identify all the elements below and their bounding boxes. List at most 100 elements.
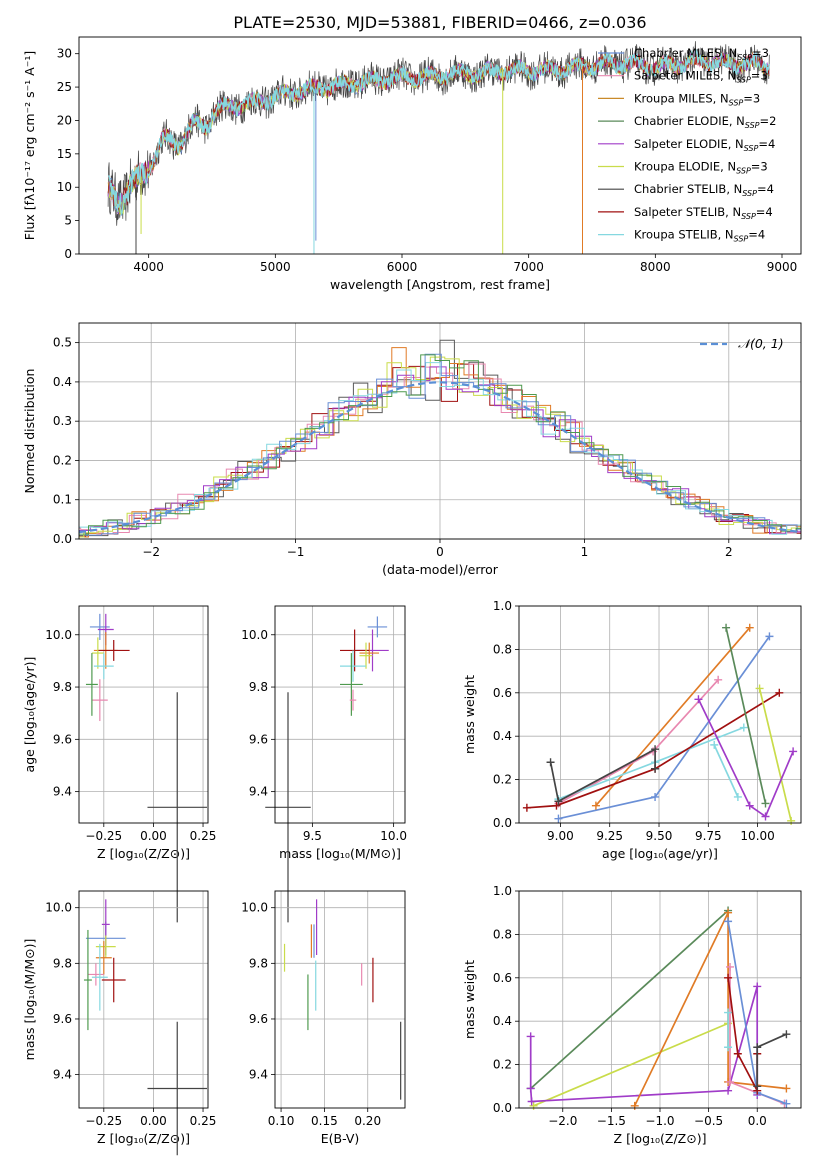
x-tick-label: 5000 bbox=[260, 260, 291, 274]
series-marker bbox=[722, 623, 731, 632]
y-tick-label: 0.4 bbox=[53, 375, 72, 389]
series-marker bbox=[733, 1049, 742, 1058]
series-marker bbox=[724, 908, 733, 917]
series-line bbox=[756, 1033, 787, 1087]
data-point bbox=[95, 935, 116, 958]
series-marker bbox=[651, 745, 660, 754]
y-tick-label: 0.2 bbox=[493, 1058, 512, 1072]
series-marker bbox=[733, 792, 742, 801]
y-tick-label: 0.6 bbox=[493, 686, 512, 700]
x-tick-label: 0.25 bbox=[190, 1114, 217, 1128]
series-marker bbox=[724, 917, 733, 926]
x-tick-label: 0.25 bbox=[190, 829, 217, 843]
x-tick-label: 10.00 bbox=[740, 829, 774, 843]
x-tick-label: 0.15 bbox=[311, 1114, 338, 1128]
legend-label: Salpeter ELODIE, NSSP=4 bbox=[634, 137, 775, 153]
y-tick-label: 9.6 bbox=[249, 1012, 268, 1026]
series-marker bbox=[694, 695, 703, 704]
x-tick-label: 0.0 bbox=[748, 1114, 767, 1128]
series-marker bbox=[745, 801, 754, 810]
y-axis-label: age [log₁₀(age/yr)] bbox=[22, 657, 37, 773]
series-group bbox=[522, 623, 798, 825]
x-tick-label: 0 bbox=[436, 545, 444, 559]
data-point bbox=[147, 1021, 208, 1156]
series-marker bbox=[789, 747, 798, 756]
y-tick-label: 0.1 bbox=[53, 493, 72, 507]
series-marker bbox=[546, 758, 555, 767]
mass-weight-vs-age-panel: 9.00 9.25 9.50 9.75 10.00 0.0 0.2 0.4 0.6 0.8 1.0 a… bbox=[462, 599, 802, 861]
series-marker bbox=[726, 1077, 735, 1086]
normal-curve bbox=[79, 381, 801, 534]
grid bbox=[79, 606, 208, 823]
ticks: 9.5 10.0 9.4 9.6 9.8 10.0 bbox=[241, 628, 407, 843]
y-tick-label: 9.4 bbox=[249, 1068, 268, 1082]
x-tick-label: 6000 bbox=[387, 260, 418, 274]
series-marker bbox=[591, 801, 600, 810]
data-point bbox=[85, 653, 98, 716]
ticks: −0.25 0.00 0.25 9.4 9.6 9.8 10.0 bbox=[45, 901, 216, 1128]
legend-label: Kroupa MILES, NSSP=3 bbox=[634, 91, 760, 107]
error-bars bbox=[283, 899, 402, 1100]
ticks: 0.10 0.15 0.20 9.4 9.6 9.8 10.0 bbox=[241, 901, 381, 1128]
series-line bbox=[526, 692, 780, 809]
plot-frame bbox=[518, 890, 802, 1109]
x-tick-label: −1 bbox=[287, 545, 305, 559]
x-tick-label: 9.5 bbox=[303, 829, 322, 843]
series-line bbox=[697, 698, 794, 818]
error-bars bbox=[83, 899, 208, 1156]
series-marker bbox=[782, 1099, 791, 1108]
x-tick-label: 0.00 bbox=[140, 829, 167, 843]
x-tick-label: 4000 bbox=[133, 260, 164, 274]
legend-label: Chabrier ELODIE, NSSP=2 bbox=[634, 114, 776, 130]
y-tick-label: 9.8 bbox=[249, 680, 268, 694]
legend-label: Salpeter STELIB, NSSP=4 bbox=[634, 205, 773, 221]
ticks: 4000 5000 6000 7000 8000 9000 0 5 10 15 20 25 30 bbox=[57, 47, 798, 274]
x-axis-label: mass [log₁₀(M/M⊙)] bbox=[279, 846, 401, 861]
series-marker bbox=[526, 1032, 535, 1041]
series-marker bbox=[775, 688, 784, 697]
plot-frame bbox=[78, 36, 802, 255]
x-tick-label: −0.25 bbox=[85, 829, 122, 843]
x-tick-label: 9.50 bbox=[646, 829, 673, 843]
x-tick-label: 0.20 bbox=[354, 1114, 381, 1128]
x-axis-label: Z [log₁₀(Z/Z⊙)] bbox=[97, 1131, 190, 1146]
x-tick-label: 2 bbox=[725, 545, 733, 559]
spectrum-panel: 4000 5000 6000 7000 8000 9000 0 5 10 15 20 25 30 wave… bbox=[22, 36, 802, 292]
y-tick-label: 0.2 bbox=[493, 773, 512, 787]
y-tick-label: 1.0 bbox=[493, 884, 512, 898]
ticks: −2 −1 0 1 2 0.0 0.1 0.2 0.3 0.4 0.5 bbox=[53, 336, 733, 559]
series-marker bbox=[782, 1084, 791, 1093]
series-marker bbox=[782, 1030, 791, 1039]
spectrum-lines bbox=[107, 41, 770, 254]
y-tick-label: 0.6 bbox=[493, 971, 512, 985]
data-point bbox=[359, 642, 373, 669]
y-tick-label: 10.0 bbox=[241, 901, 268, 915]
x-tick-label: 10.0 bbox=[380, 829, 407, 843]
histogram-steps bbox=[79, 339, 801, 538]
histogram-step bbox=[79, 353, 801, 536]
series-line bbox=[529, 986, 759, 1103]
series-marker bbox=[745, 623, 754, 632]
series-marker bbox=[710, 740, 719, 749]
series-line bbox=[595, 627, 751, 807]
series-marker bbox=[739, 723, 748, 732]
mass-vs-metallicity-panel: −0.25 0.00 0.25 9.4 9.6 9.8 10.0 Z [log₁₀(Z/Z⊙)… bbox=[22, 890, 216, 1156]
legend-label: Chabrier STELIB, NSSP=4 bbox=[634, 182, 774, 198]
grid bbox=[275, 891, 405, 1108]
age-vs-mass-panel: 9.5 10.0 9.4 9.6 9.8 10.0 mass [log₁₀(M/M⊙)] bbox=[241, 605, 407, 923]
y-tick-label: 9.6 bbox=[53, 1012, 72, 1026]
x-tick-label: 0.00 bbox=[140, 1114, 167, 1128]
x-tick-label: −2.0 bbox=[548, 1114, 577, 1128]
x-axis-label: Z [log₁₀(Z/Z⊙)] bbox=[97, 846, 190, 861]
series-marker bbox=[651, 792, 660, 801]
data-point bbox=[101, 957, 126, 1003]
series-marker bbox=[526, 1084, 535, 1093]
legend-label: Salpeter MILES, NSSP=3 bbox=[634, 69, 768, 85]
y-tick-label: 0.0 bbox=[493, 816, 512, 830]
data-point bbox=[359, 642, 379, 664]
data-point bbox=[367, 616, 388, 638]
x-tick-label: 8000 bbox=[640, 260, 671, 274]
y-tick-label: 15 bbox=[57, 147, 72, 161]
x-axis-label: (data-model)/error bbox=[382, 562, 499, 577]
